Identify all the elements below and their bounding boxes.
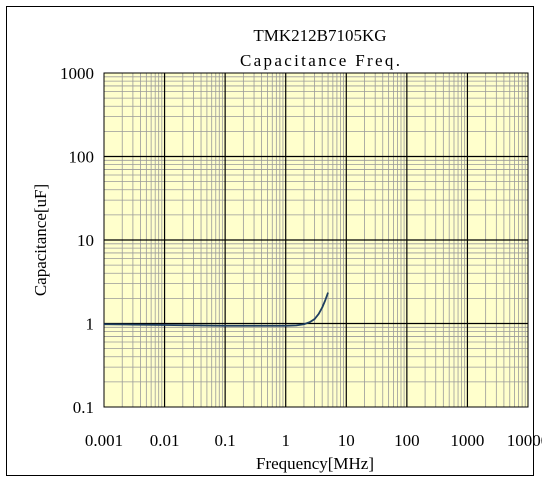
series-layer <box>103 292 329 327</box>
x-tick-label: 0.001 <box>85 431 123 450</box>
x-tick-label: 1000 <box>450 431 484 450</box>
chart-title: TMK212B7105KG <box>253 26 386 45</box>
y-tick-label: 100 <box>69 148 95 167</box>
chart-subtitle: Capacitance Freq. <box>240 51 400 70</box>
x-tick-label: 10 <box>338 431 355 450</box>
x-tick-label: 100 <box>394 431 420 450</box>
x-tick-label: 1 <box>281 431 290 450</box>
series-line <box>103 292 329 327</box>
y-tick-label: 1000 <box>60 64 94 83</box>
x-tick-label: 0.01 <box>150 431 180 450</box>
y-tick-label: 10 <box>77 231 94 250</box>
y-tick-label: 0.1 <box>73 398 94 417</box>
x-tick-label: 0.1 <box>215 431 236 450</box>
y-tick-label: 1 <box>86 315 95 334</box>
y-tick-labels: 0.1 1 10 100 1000 <box>60 64 94 417</box>
major-grid <box>104 73 528 407</box>
y-axis-label: Capacitance[uF] <box>31 184 50 296</box>
plot-border <box>103 72 529 408</box>
x-axis-label: Frequency[MHz] <box>256 454 374 473</box>
